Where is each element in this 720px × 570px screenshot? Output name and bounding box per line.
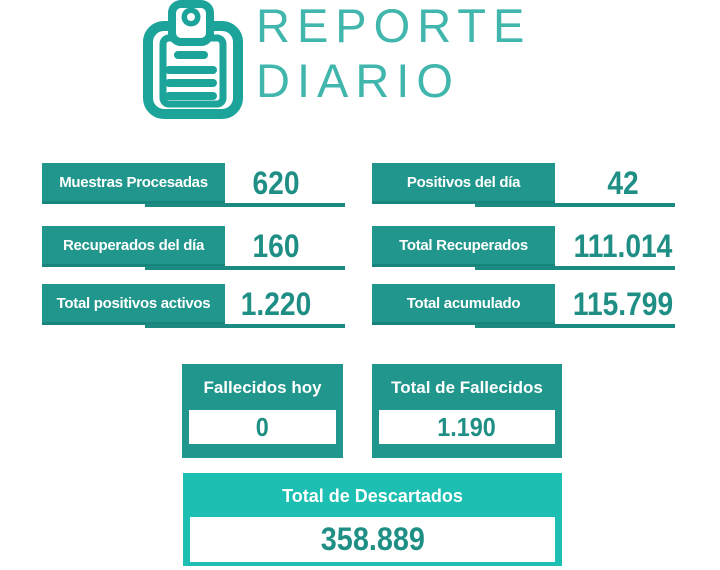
total-descartados-box: Total de Descartados 358.889: [183, 473, 562, 566]
stat-label: Recuperados del día: [62, 236, 204, 254]
stat-underline: [145, 324, 345, 328]
stat-label-box: Total positivos activos: [42, 284, 225, 325]
stat-underline: [475, 324, 675, 328]
stat-value: 42: [607, 165, 639, 201]
stat-label: Total Recuperados: [399, 236, 528, 254]
stat-underline: [145, 203, 345, 207]
title-line-1: REPORTE: [256, 0, 532, 52]
fallecidos-hoy-box: Fallecidos hoy 0: [182, 364, 343, 458]
stat-label-box: Total acumulado: [372, 284, 555, 325]
stat-row-positivos-del-dia: Positivos del día 42: [372, 163, 682, 209]
stat-label-box: Positivos del día: [372, 163, 555, 204]
clipboard-icon: [143, 0, 243, 119]
stat-row-recuperados-del-dia: Recuperados del día 160: [42, 226, 352, 272]
stat-value: 620: [252, 165, 300, 201]
stat-underline: [475, 266, 675, 270]
stat-value: 111.014: [573, 228, 673, 264]
stat-label-box: Recuperados del día: [42, 226, 225, 267]
stat-row-total-recuperados: Total Recuperados 111.014: [372, 226, 682, 272]
stat-row-total-positivos-activos: Total positivos activos 1.220: [42, 284, 352, 330]
stat-label: Total acumulado: [406, 294, 521, 312]
stat-row-total-acumulado: Total acumulado 115.799: [372, 284, 682, 330]
stat-label: Total positivos activos: [56, 294, 211, 312]
total-fallecidos-box: Total de Fallecidos 1.190: [372, 364, 562, 458]
stat-label: Positivos del día: [406, 173, 521, 191]
stat-row-muestras-procesadas: Muestras Procesadas 620: [42, 163, 352, 209]
discarded-label: Total de Descartados: [282, 486, 463, 506]
death-value: 1.190: [437, 411, 497, 442]
death-value: 0: [255, 411, 270, 442]
stat-value: 160: [252, 228, 300, 264]
death-value-box: 1.190: [379, 410, 555, 444]
stat-label-box: Muestras Procesadas: [42, 163, 225, 204]
stat-label-box: Total Recuperados: [372, 226, 555, 267]
death-value-box: 0: [189, 410, 336, 444]
stat-underline: [145, 266, 345, 270]
discarded-value: 358.889: [320, 521, 425, 557]
death-box-label: Total de Fallecidos: [391, 378, 543, 397]
stat-label: Muestras Procesadas: [59, 173, 208, 191]
stat-value: 115.799: [572, 286, 674, 322]
stat-value: 1.220: [240, 286, 312, 322]
stat-underline: [475, 203, 675, 207]
page-title: REPORTE DIARIO: [256, 0, 531, 108]
death-box-label: Fallecidos hoy: [203, 378, 322, 397]
title-line-2: DIARIO: [256, 54, 460, 107]
discarded-value-box: 358.889: [190, 517, 555, 562]
